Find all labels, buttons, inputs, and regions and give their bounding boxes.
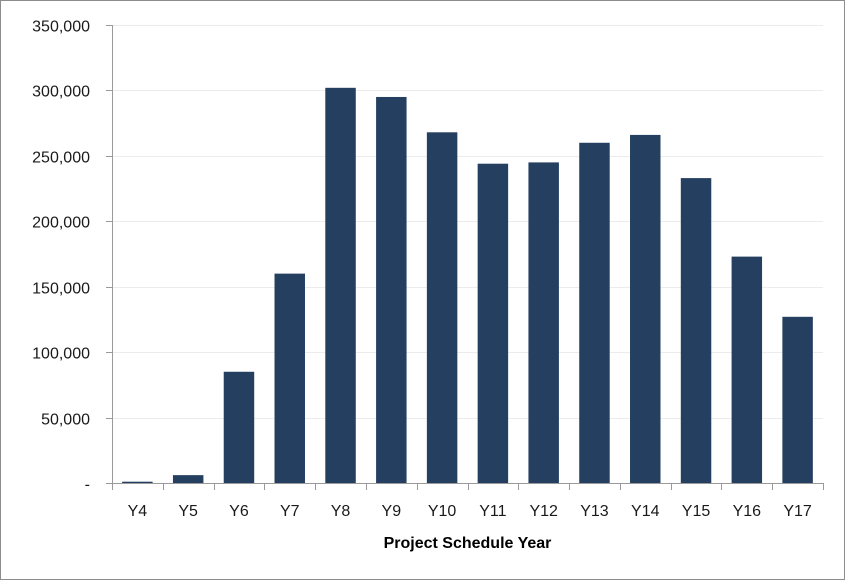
y-tick-label: 200,000 xyxy=(32,215,90,232)
x-axis-title: Project Schedule Year xyxy=(384,535,552,552)
x-tick-label: Y8 xyxy=(331,503,351,520)
bar xyxy=(274,273,305,483)
bar xyxy=(782,316,813,483)
bar xyxy=(680,178,712,484)
x-tick-label: Y7 xyxy=(280,503,300,520)
x-tick-label: Y5 xyxy=(178,503,198,520)
x-tick-label: Y17 xyxy=(783,503,812,520)
y-tick-label: - xyxy=(85,477,90,494)
x-tick-label: Y10 xyxy=(428,503,457,520)
bar xyxy=(376,96,407,483)
bar xyxy=(630,134,661,484)
y-tick-label: 250,000 xyxy=(32,150,90,167)
bar xyxy=(579,142,610,483)
y-tick-label: 300,000 xyxy=(32,84,90,101)
x-tick-label: Y6 xyxy=(229,503,249,520)
bar xyxy=(731,256,763,483)
bar xyxy=(426,132,458,483)
bar xyxy=(477,163,509,484)
bar xyxy=(325,87,356,483)
y-tick-label: 100,000 xyxy=(32,346,90,363)
x-tick-label: Y9 xyxy=(382,503,402,520)
x-tick-label: Y12 xyxy=(529,503,558,520)
x-tick-label: Y16 xyxy=(733,503,762,520)
x-tick-label: Y4 xyxy=(128,503,148,520)
bar xyxy=(172,475,204,483)
bar xyxy=(122,481,153,483)
x-tick-label: Y15 xyxy=(682,503,711,520)
bar xyxy=(223,371,255,483)
x-tick-label: Y13 xyxy=(580,503,609,520)
y-tick-label: 350,000 xyxy=(32,19,90,36)
bar xyxy=(528,162,559,483)
x-tick-label: Y11 xyxy=(479,503,506,520)
y-tick-label: 150,000 xyxy=(32,281,90,298)
x-tick-label: Y14 xyxy=(631,503,660,520)
y-tick-label: 50,000 xyxy=(41,412,90,429)
